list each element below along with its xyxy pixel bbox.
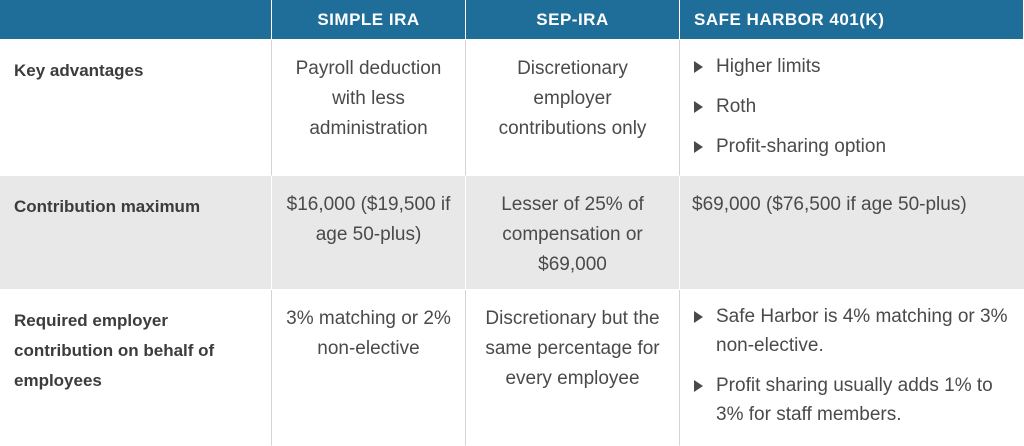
cell-sep-required-contribution: Discretionary but the same percentage fo…	[466, 290, 680, 446]
cell-sep-key-advantages: Discretionary employer contributions onl…	[466, 40, 680, 176]
row-label-key-advantages: Key advantages	[0, 40, 272, 176]
cell-safe-contribution-maximum: $69,000 ($76,500 if age 50-plus)	[680, 176, 1024, 290]
triangle-bullet-icon	[694, 141, 703, 153]
triangle-bullet-icon	[694, 380, 703, 392]
bullet-item: Profit sharing usually adds 1% to 3% for…	[692, 371, 1014, 429]
row-label-contribution-maximum: Contribution maximum	[0, 176, 272, 290]
bullet-item: Profit-sharing option	[692, 132, 1014, 161]
header-safe-harbor-401k: SAFE HARBOR 401(K)	[680, 0, 1024, 40]
cell-sep-contribution-maximum: Lesser of 25% of compensation or $69,000	[466, 176, 680, 290]
row-label-required-employer-contribution: Required employer contribution on behalf…	[0, 290, 272, 446]
header-empty	[0, 0, 272, 40]
bullet-item: Roth	[692, 92, 1014, 121]
bullet-text: Higher limits	[716, 56, 821, 77]
bullet-text: Profit-sharing option	[716, 136, 887, 157]
cell-simple-required-contribution: 3% matching or 2% non-elective	[272, 290, 466, 446]
header-simple-ira: SIMPLE IRA	[272, 0, 466, 40]
bullet-item: Safe Harbor is 4% matching or 3% non-ele…	[692, 302, 1014, 360]
bullet-text: Safe Harbor is 4% matching or 3% non-ele…	[716, 306, 1008, 356]
bullet-item: Higher limits	[692, 52, 1014, 81]
cell-simple-contribution-maximum: $16,000 ($19,500 if age 50-plus)	[272, 176, 466, 290]
cell-safe-required-contribution: Safe Harbor is 4% matching or 3% non-ele…	[680, 290, 1024, 446]
triangle-bullet-icon	[694, 101, 703, 113]
header-sep-ira: SEP-IRA	[466, 0, 680, 40]
triangle-bullet-icon	[694, 311, 703, 323]
cell-simple-key-advantages: Payroll deduction with less administrati…	[272, 40, 466, 176]
cell-safe-key-advantages: Higher limits Roth Profit-sharing option	[680, 40, 1024, 176]
bullet-text: Profit sharing usually adds 1% to 3% for…	[716, 375, 993, 425]
triangle-bullet-icon	[694, 61, 703, 73]
bullet-text: Roth	[716, 96, 757, 117]
